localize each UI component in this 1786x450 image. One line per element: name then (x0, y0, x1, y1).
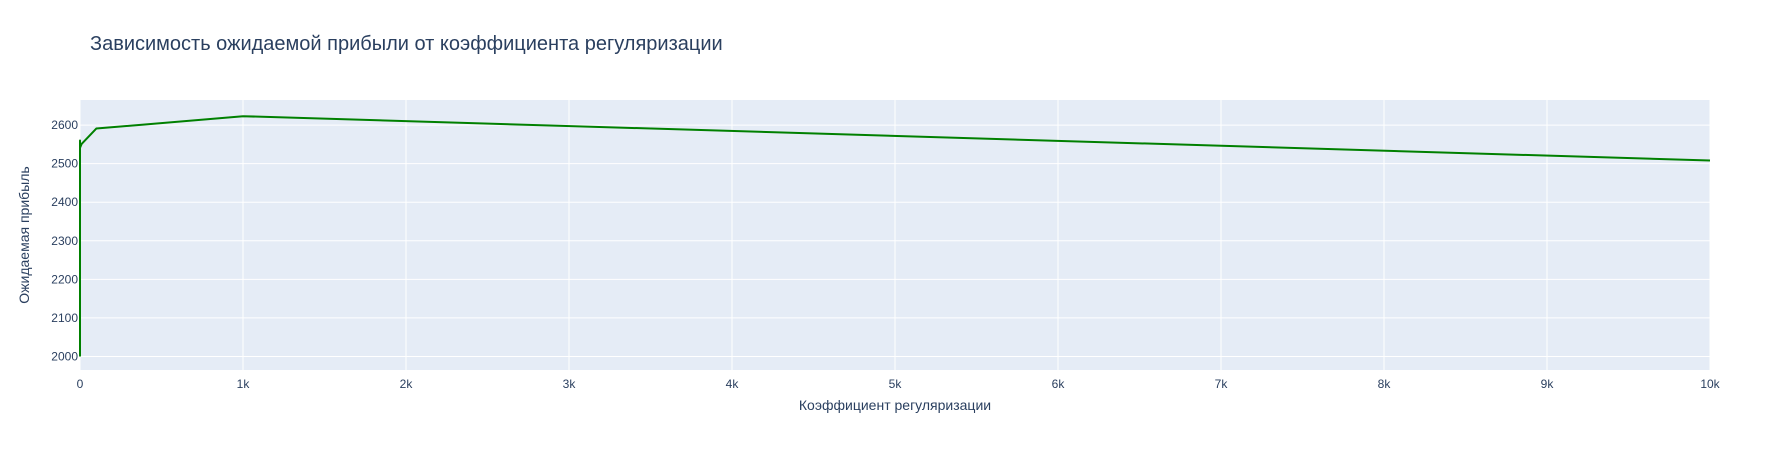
x-tick-label: 4k (726, 377, 740, 391)
x-tick-label: 7k (1215, 377, 1229, 391)
y-axis-ticks: 2000 2100 2200 2300 2400 2500 2600 (51, 118, 78, 363)
y-tick-label: 2100 (51, 311, 78, 325)
x-tick-label: 9k (1541, 377, 1555, 391)
x-tick-label: 5k (889, 377, 903, 391)
x-tick-label: 1k (237, 377, 251, 391)
chart-title: Зависимость ожидаемой прибыли от коэффиц… (90, 33, 723, 55)
y-tick-label: 2600 (51, 118, 78, 132)
series-layer (79, 115, 1711, 357)
x-tick-label: 6k (1052, 377, 1066, 391)
y-tick-label: 2000 (51, 350, 78, 364)
y-axis-title: Ожидаемая прибыль (16, 166, 32, 303)
x-tick-label: 2k (400, 377, 414, 391)
x-tick-label: 3k (563, 377, 577, 391)
y-tick-label: 2400 (51, 195, 78, 209)
x-axis-ticks: 0 1k 2k 3k 4k 5k 6k 7k 8k 9k 10k (77, 377, 1721, 391)
x-tick-label: 0 (77, 377, 84, 391)
y-tick-label: 2500 (51, 157, 78, 171)
x-tick-label: 8k (1378, 377, 1392, 391)
x-axis-title: Коэффициент регуляризации (799, 397, 991, 413)
grid-lines (79, 100, 1711, 370)
x-tick-label: 10k (1700, 377, 1720, 391)
series-line-0 (79, 115, 1711, 357)
y-tick-label: 2300 (51, 234, 78, 248)
y-tick-label: 2200 (51, 272, 78, 286)
